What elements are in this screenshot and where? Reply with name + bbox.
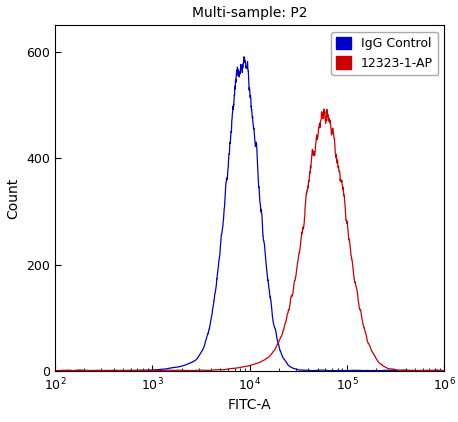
12323-1-AP: [231, 366, 237, 371]
IgG Control: [442, 368, 447, 373]
IgG Control: [359, 368, 365, 373]
12323-1-AP: [430, 368, 436, 373]
12323-1-AP: [442, 368, 447, 373]
Line: IgG Control: IgG Control: [55, 57, 444, 371]
12323-1-AP: [72, 368, 77, 373]
IgG Control: [430, 368, 436, 373]
IgG Control: [231, 100, 237, 105]
12323-1-AP: [431, 368, 436, 373]
12323-1-AP: [241, 364, 247, 369]
Y-axis label: Count: Count: [7, 178, 21, 219]
X-axis label: FITC-A: FITC-A: [228, 398, 272, 412]
Title: Multi-sample: P2: Multi-sample: P2: [192, 6, 307, 20]
12323-1-AP: [359, 314, 365, 319]
IgG Control: [242, 56, 247, 61]
Legend: IgG Control, 12323-1-AP: IgG Control, 12323-1-AP: [331, 32, 438, 75]
12323-1-AP: [52, 368, 58, 373]
Line: 12323-1-AP: 12323-1-AP: [55, 109, 444, 371]
IgG Control: [241, 54, 246, 60]
12323-1-AP: [322, 106, 327, 111]
IgG Control: [431, 368, 436, 373]
IgG Control: [72, 368, 77, 373]
IgG Control: [52, 368, 58, 373]
